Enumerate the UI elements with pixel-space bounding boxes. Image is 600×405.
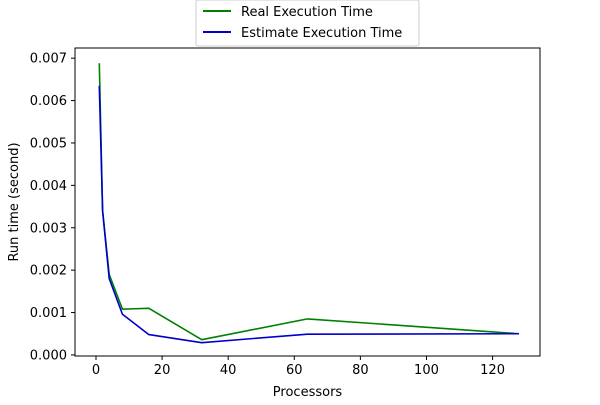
x-tick-label: 0 xyxy=(92,363,100,378)
legend-box xyxy=(195,0,420,47)
legend: Real Execution Time Estimate Execution T… xyxy=(195,0,420,47)
y-tick-label: 0.003 xyxy=(30,221,67,236)
x-tick-label: 120 xyxy=(480,363,505,378)
series-line-estimate-execution-time xyxy=(98,85,520,344)
x-tick-label: 20 xyxy=(154,363,171,378)
y-tick-label: 0.006 xyxy=(30,94,67,109)
y-tick-label: 0.001 xyxy=(30,306,67,321)
x-tick-label: 40 xyxy=(220,363,237,378)
legend-label-real: Real Execution Time xyxy=(241,5,373,20)
legend-label-estimate: Estimate Execution Time xyxy=(241,26,402,41)
x-axis-label: Processors xyxy=(273,385,343,400)
x-tick-label: 80 xyxy=(352,363,369,378)
y-axis-label: Run time (second) xyxy=(7,142,22,261)
y-tick-label: 0.007 xyxy=(30,52,67,67)
y-axis-ticks: 0.000 0.001 0.002 0.003 0.004 0.005 0.006 0.007 xyxy=(30,52,75,363)
series-lines xyxy=(98,63,520,344)
y-tick-label: 0.004 xyxy=(30,179,67,194)
series-line-real-execution-time xyxy=(98,63,520,341)
x-tick-label: 100 xyxy=(414,363,439,378)
x-axis-ticks: 0 20 40 60 80 100 120 xyxy=(92,356,505,378)
plot-area-frame xyxy=(74,47,541,357)
x-tick-label: 60 xyxy=(286,363,303,378)
y-tick-label: 0.002 xyxy=(30,264,67,279)
y-tick-label: 0.005 xyxy=(30,136,67,151)
y-tick-label: 0.000 xyxy=(30,348,67,363)
